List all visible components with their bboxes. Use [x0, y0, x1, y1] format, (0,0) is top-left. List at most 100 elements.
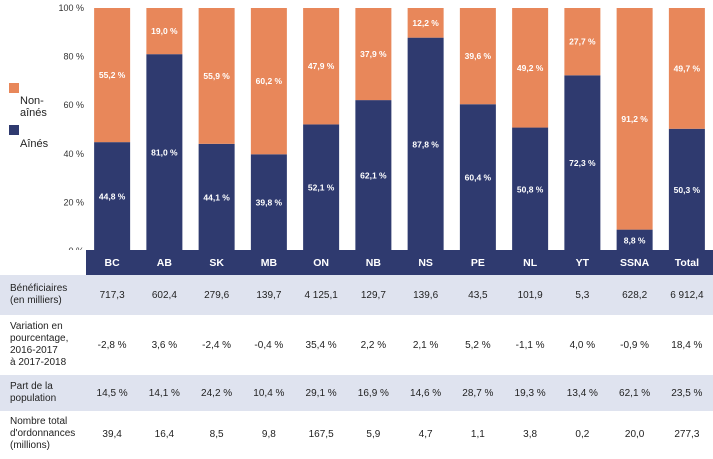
data-label: 50,8 %: [517, 184, 544, 194]
table-cell: 20,0: [624, 428, 645, 440]
legend-non-aines-line1: Non-: [20, 95, 44, 107]
bars: 44,8 % 55,2 % 81,0 % 19,0 % 44,1 % 55,9 % 39,8…: [94, 8, 705, 250]
table-header-row: BC AB SK MB ON NB NS PE NL YT SSNA Total: [0, 250, 713, 275]
table-cell: 16,9 %: [347, 375, 400, 411]
table-cell: -2,4 %: [202, 339, 232, 351]
data-label: 81,0 %: [151, 148, 178, 158]
table-cell: -2,8 %: [97, 339, 127, 351]
row-label: Nombre total d'ordonnances (millions): [10, 416, 76, 451]
bar-segment-non-aines-ns: [407, 8, 444, 38]
bar-segment-aines-total: [668, 128, 705, 250]
table-cell: 2,1 %: [412, 339, 439, 351]
bar-segment-aines-bc: [94, 142, 131, 250]
bar-segment-aines-nb: [355, 100, 392, 250]
table-cell: 279,6: [190, 275, 243, 315]
table-cell: 139,7: [242, 275, 295, 315]
table-cell: 4,7: [418, 428, 433, 440]
table-cell: 10,4 %: [242, 375, 295, 411]
bar-segment-non-aines-pe: [459, 8, 496, 105]
data-label: 60,4 %: [465, 173, 492, 183]
data-label: 39,8 %: [256, 198, 283, 208]
table-cell: 4,0 %: [569, 339, 596, 351]
table-cell: 139,6: [399, 275, 452, 315]
table-cell: 0,2: [575, 428, 590, 440]
bar-segment-non-aines-nb: [355, 8, 392, 101]
table-cell: 39,4: [102, 428, 122, 440]
table-cell: 35,4 %: [305, 339, 337, 351]
y-tick-label: 80 %: [63, 52, 84, 62]
table-cell: 167,5: [308, 428, 334, 440]
data-label: 12,2 %: [412, 18, 439, 28]
table-cell: 16,4: [154, 428, 175, 440]
y-tick-label: 20 %: [63, 197, 84, 207]
column-header: PE: [451, 250, 504, 275]
table-cell: 3,8: [523, 428, 538, 440]
table-cell: 19,3 %: [504, 375, 557, 411]
data-label: 72,3 %: [569, 158, 596, 168]
bar-segment-non-aines-mb: [250, 8, 287, 155]
table-row: Bénéficiaires (en milliers) 717,3 602,4 279,…: [0, 275, 713, 315]
table-cell: -1,1 %: [515, 339, 545, 351]
table-cell: 14,6 %: [399, 375, 452, 411]
bar-segment-non-aines-ssna: [616, 8, 653, 230]
data-label: 37,9 %: [360, 49, 387, 59]
header-blank-cell: [0, 250, 86, 275]
data-label: 49,2 %: [517, 63, 544, 73]
table-cell: -0,4 %: [254, 339, 284, 351]
table-cell: 129,7: [347, 275, 400, 315]
y-tick-label: 40 %: [63, 149, 84, 159]
table-cell: 1,1: [470, 428, 485, 440]
legend-non-aines-line2: aînés: [20, 107, 47, 119]
bar-segment-aines-ab: [146, 54, 183, 250]
data-label: 19,0 %: [151, 26, 178, 36]
data-label: 60,2 %: [256, 76, 283, 86]
table-cell: 277,3: [674, 428, 700, 440]
bar-segment-aines-yt: [564, 75, 601, 250]
row-label: Variation en pourcentage, 2016-2017 à 2017-…: [10, 321, 69, 368]
bar-segment-non-aines-sk: [198, 8, 235, 144]
legend-label-non-aines: Non- aînés: [20, 95, 47, 119]
row-label: Bénéficiaires (en milliers): [0, 275, 86, 315]
table-cell: 5,9: [366, 428, 381, 440]
table-cell: 13,4 %: [556, 375, 609, 411]
table-row: Nombre total d'ordonnances (millions) 39,4 1…: [0, 411, 713, 457]
data-label: 52,1 %: [308, 183, 335, 193]
column-header: Total: [660, 250, 713, 275]
table-cell: 18,4 %: [671, 339, 703, 351]
table-cell: 717,3: [86, 275, 139, 315]
table-cell: 9,8: [261, 428, 276, 440]
table-cell: 5,3: [556, 275, 609, 315]
column-header: BC: [86, 250, 139, 275]
data-label: 50,3 %: [674, 185, 701, 195]
table-cell: -0,9 %: [620, 339, 650, 351]
column-header: SK: [190, 250, 243, 275]
bar-segment-non-aines-total: [668, 8, 705, 129]
bar-segment-non-aines-nl: [512, 8, 549, 128]
table-cell: 14,5 %: [86, 375, 139, 411]
bar-segment-non-aines-bc: [94, 8, 131, 143]
bar-segment-non-aines-on: [303, 8, 340, 125]
table-cell: 628,2: [608, 275, 661, 315]
table-cell: 14,1 %: [138, 375, 191, 411]
legend-swatch-non-aines: [9, 83, 19, 93]
data-label: 8,8 %: [624, 235, 646, 245]
data-label: 91,2 %: [621, 114, 648, 124]
data-label: 39,6 %: [465, 51, 492, 61]
data-label: 62,1 %: [360, 171, 387, 181]
table-cell: 2,2 %: [360, 339, 387, 351]
table-cell: 43,5: [451, 275, 504, 315]
data-label: 44,1 %: [203, 192, 230, 202]
table-cell: 29,1 %: [295, 375, 348, 411]
table-cell: 23,5 %: [660, 375, 713, 411]
column-header: NL: [504, 250, 557, 275]
column-header: SSNA: [608, 250, 661, 275]
data-label: 44,8 %: [99, 192, 126, 202]
bar-segment-non-aines-ab: [146, 8, 183, 55]
y-tick-label: 100 %: [58, 3, 84, 13]
data-label: 55,2 %: [99, 70, 126, 80]
bar-segment-aines-pe: [459, 104, 496, 250]
data-label: 27,7 %: [569, 37, 596, 47]
bar-segment-aines-on: [303, 124, 340, 250]
bar-segment-aines-ssna: [616, 229, 653, 250]
column-header: MB: [242, 250, 295, 275]
